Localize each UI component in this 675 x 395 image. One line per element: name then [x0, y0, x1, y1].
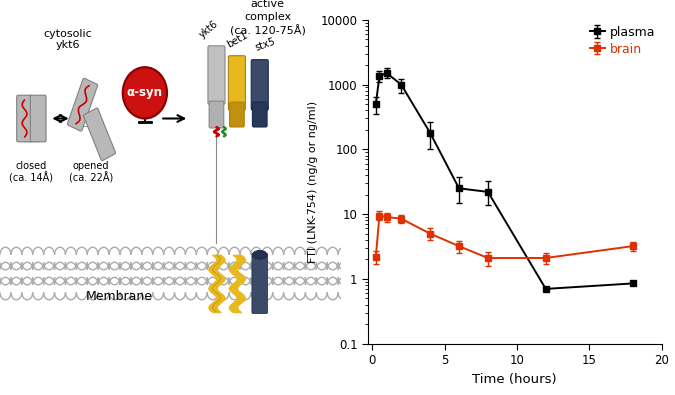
- X-axis label: Time (hours): Time (hours): [472, 372, 557, 386]
- FancyBboxPatch shape: [228, 56, 246, 110]
- FancyBboxPatch shape: [230, 102, 244, 127]
- Text: opened: opened: [73, 161, 109, 171]
- Legend: plasma, brain: plasma, brain: [590, 26, 655, 56]
- Circle shape: [123, 67, 167, 118]
- Text: active
complex
(ca. 120-75Å): active complex (ca. 120-75Å): [230, 0, 306, 36]
- FancyBboxPatch shape: [251, 60, 268, 110]
- Ellipse shape: [252, 250, 267, 259]
- Text: bet1: bet1: [225, 30, 249, 49]
- FancyBboxPatch shape: [68, 78, 98, 131]
- Text: α-syn: α-syn: [127, 87, 163, 99]
- FancyBboxPatch shape: [209, 101, 224, 128]
- Y-axis label: FTI (LNK-754) (ng/g or ng/ml): FTI (LNK-754) (ng/g or ng/ml): [308, 101, 318, 263]
- FancyBboxPatch shape: [30, 95, 46, 142]
- FancyBboxPatch shape: [208, 46, 225, 104]
- FancyBboxPatch shape: [84, 108, 115, 161]
- Text: ykt6: ykt6: [198, 18, 220, 40]
- FancyBboxPatch shape: [252, 253, 267, 314]
- Text: (ca. 22Å): (ca. 22Å): [69, 172, 113, 183]
- Text: Membrane: Membrane: [86, 290, 153, 303]
- Text: (ca. 14Å): (ca. 14Å): [9, 172, 53, 183]
- FancyBboxPatch shape: [17, 95, 32, 142]
- Text: stx5: stx5: [253, 37, 277, 53]
- Text: cytosolic
ykt6: cytosolic ykt6: [44, 29, 92, 50]
- Text: closed: closed: [16, 161, 47, 171]
- FancyBboxPatch shape: [252, 102, 267, 127]
